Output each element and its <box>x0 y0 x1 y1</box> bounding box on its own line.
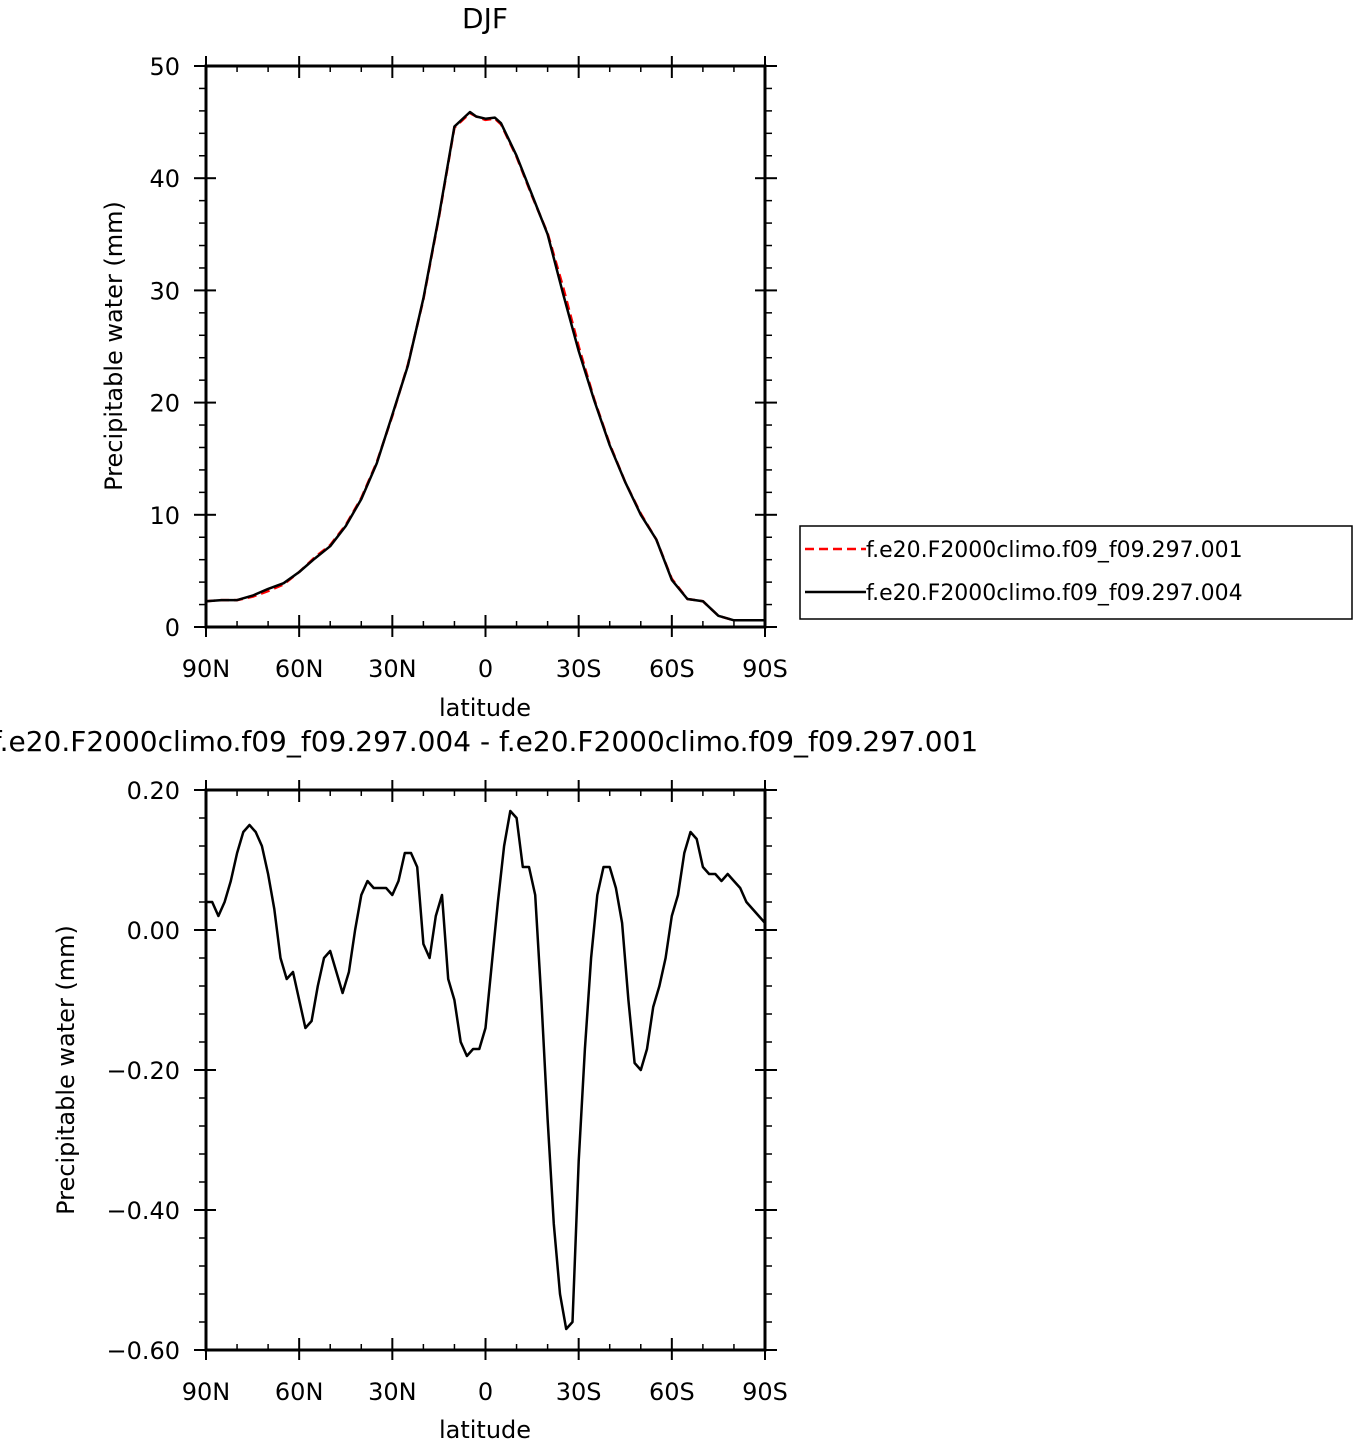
bottom-axis-ticks: 90N 60N 30N 0 30S 60S 90S −0.60 −0.40 −0.20 0.00 0.… <box>106 777 787 1406</box>
bottom-ytick-label: −0.20 <box>106 1057 180 1085</box>
bottom-xtick-label: 30S <box>556 1378 602 1406</box>
bottom-plot-frame <box>204 788 767 1352</box>
top-xtick-label: 90S <box>742 655 788 683</box>
top-ytick-label: 20 <box>149 390 180 418</box>
bottom-panel-difference: f.e20.F2000climo.f09_f09.297.004 - f.e20… <box>0 725 978 1444</box>
top-ytick-label: 50 <box>149 53 180 81</box>
legend-label-001: f.e20.F2000climo.f09_f09.297.001 <box>866 538 1243 563</box>
top-xlabel: latitude <box>439 694 531 722</box>
bottom-xtick-label: 90N <box>182 1378 231 1406</box>
legend-label-004: f.e20.F2000climo.f09_f09.297.004 <box>866 581 1243 606</box>
bottom-ytick-label: −0.40 <box>106 1197 180 1225</box>
legend-box <box>799 525 1353 620</box>
top-xtick-label: 90N <box>182 655 231 683</box>
top-series-line-1 <box>205 111 765 622</box>
top-series-line-2 <box>205 110 765 622</box>
top-ytick-label: 0 <box>165 614 180 642</box>
bottom-chart-title: f.e20.F2000climo.f09_f09.297.004 - f.e20… <box>0 725 978 758</box>
bottom-ylabel: Precipitable water (mm) <box>52 925 80 1215</box>
top-ylabel: Precipitable water (mm) <box>100 201 128 491</box>
top-plot-frame <box>204 64 767 629</box>
top-panel-djf: DJF 90N 60N 30N 0 30S 60S 90S 0 10 20 30 40 50 latit… <box>100 2 1353 722</box>
legend: f.e20.F2000climo.f09_f09.297.001 f.e20.F… <box>799 525 1353 620</box>
bottom-ytick-label: 0.00 <box>127 917 180 945</box>
top-series-lines <box>205 110 765 622</box>
bottom-xtick-label: 30N <box>368 1378 417 1406</box>
top-xtick-label: 30S <box>556 655 602 683</box>
top-xtick-label: 30N <box>368 655 417 683</box>
top-chart-title: DJF <box>462 2 508 35</box>
bottom-xtick-label: 90S <box>742 1378 788 1406</box>
top-ytick-label: 30 <box>149 277 180 305</box>
bottom-series-line-1 <box>206 809 766 1331</box>
bottom-xtick-label: 60S <box>649 1378 695 1406</box>
bottom-xlabel: latitude <box>439 1416 531 1444</box>
top-ytick-label: 40 <box>149 165 180 193</box>
bottom-xtick-label: 60N <box>275 1378 324 1406</box>
top-xtick-label: 60N <box>275 655 324 683</box>
bottom-series-lines <box>206 809 766 1331</box>
bottom-ytick-label: 0.20 <box>127 777 180 805</box>
bottom-xtick-label: 0 <box>478 1378 493 1406</box>
top-xtick-label: 0 <box>478 655 493 683</box>
top-xtick-label: 60S <box>649 655 695 683</box>
bottom-ytick-label: −0.60 <box>106 1337 180 1365</box>
top-ytick-label: 10 <box>149 502 180 530</box>
top-axis-ticks: 90N 60N 30N 0 30S 60S 90S 0 10 20 30 40 50 <box>149 53 787 683</box>
